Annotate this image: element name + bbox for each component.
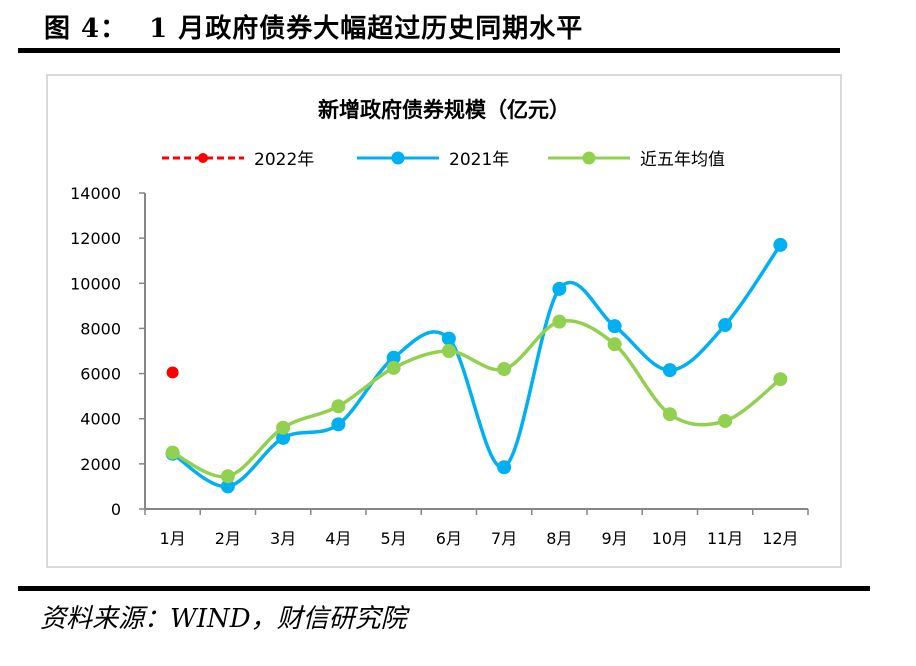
x-tick-label: 4月 [325,529,351,548]
y-tick-label: 4000 [80,410,121,429]
x-tick-label: 3月 [270,529,296,548]
series-0 [166,366,179,379]
series-2-point [662,407,677,422]
chart-frame [46,74,842,568]
series-1-point [607,319,622,334]
x-tick-label: 10月 [652,529,688,548]
y-tick-label: 12000 [70,229,121,248]
series-2-point [552,314,567,329]
y-tick-label: 6000 [80,365,121,384]
legend-label: 近五年均值 [640,150,725,170]
legend: 2022年 2021年 近五年均值 [162,150,725,170]
top-rule [18,48,840,53]
series-1 [165,237,788,494]
axes: 0 2000 4000 6000 8000 10000 12000 14000 1月 2月 3月 4月… [70,184,809,548]
series-1-point [662,363,677,378]
series-1-point [386,350,401,365]
series-2-point [331,399,346,414]
x-tick-label: 6月 [436,529,462,548]
series-1-point [276,430,291,445]
x-tick-label: 8月 [546,529,572,548]
y-tick-label: 0 [111,500,121,519]
series-2-point [220,469,235,484]
series-1-point [441,331,456,346]
series-2-point [607,337,622,352]
series-1-point [773,237,788,252]
figure-label: 图 4： [44,14,128,44]
series-2-point [165,445,180,460]
chart-title: 新增政府债券规模（亿元） [318,98,570,122]
y-tick-label: 8000 [80,319,121,338]
y-tick-label: 10000 [70,274,121,293]
series-1-point [497,460,512,475]
x-tick-label: 5月 [381,529,407,548]
series-1-point [331,417,346,432]
series-2 [165,314,788,484]
legend-swatch-marker [582,151,596,165]
series-2-point [773,372,788,387]
bottom-rule [18,586,870,591]
x-tick-label: 9月 [602,529,628,548]
figure-title: 图 4： 1 月政府债券大幅超过历史同期水平 [44,8,583,45]
series-2-point [276,420,291,435]
source-note: 资料来源：WIND，财信研究院 [40,604,407,634]
legend-swatch-marker [391,151,405,165]
legend-label: 2022年 [254,150,314,170]
x-tick-label: 11月 [707,529,743,548]
figure-caption: 1 月政府债券大幅超过历史同期水平 [149,14,584,44]
y-tick-label: 14000 [70,184,121,203]
series-2-point [497,362,512,377]
series-2-point [441,344,456,358]
y-tick-label: 2000 [80,455,121,474]
x-tick-label: 1月 [160,529,186,548]
series-1-point [552,281,567,296]
series-1-line [171,243,782,489]
x-tick-label: 2月 [215,529,241,548]
series-2-point [718,413,733,428]
series-1-point [220,479,235,494]
legend-swatch-marker [198,153,208,163]
x-tick-label: 7月 [491,529,517,548]
series-2-point [386,360,401,375]
series-0-point [166,366,179,379]
series-1-point [718,318,733,333]
x-tick-label: 12月 [762,529,798,548]
legend-label: 2021年 [449,150,509,170]
series-group [165,237,788,494]
